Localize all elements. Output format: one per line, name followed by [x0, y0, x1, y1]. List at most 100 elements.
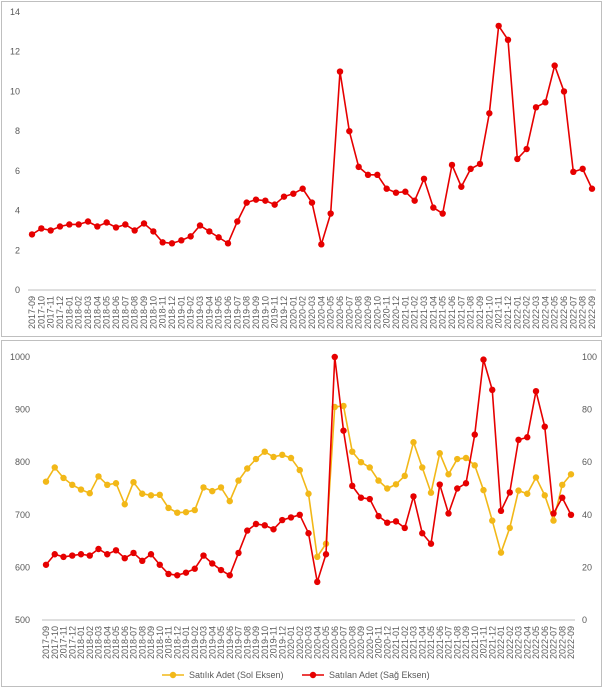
x-tick-label: 2019-11: [270, 296, 280, 328]
x-tick-label: 2017-11: [59, 626, 69, 658]
x-tick-label: 2019-07: [234, 626, 244, 659]
data-point: [532, 104, 540, 111]
x-tick-label: 2020-05: [321, 626, 331, 659]
x-tick-label: 2022-02: [522, 296, 532, 329]
x-tick-label: 2020-02: [298, 296, 308, 329]
data-point: [355, 163, 362, 171]
data-point: [112, 547, 120, 554]
x-tick-label: 2020-10: [365, 626, 375, 659]
data-point: [567, 471, 575, 478]
data-point: [235, 549, 242, 557]
x-tick-label: 2020-04: [316, 296, 326, 329]
legend-item: Satılık Adet (Sol Eksen): [162, 670, 284, 680]
data-point: [366, 495, 373, 503]
x-tick-label: 2018-06: [111, 296, 121, 329]
legend: Satılık Adet (Sol Eksen) Satılan Adet (Sa…: [162, 670, 430, 680]
y-right-tick-label: 100: [582, 352, 597, 362]
data-point: [541, 492, 548, 499]
data-point: [436, 481, 443, 488]
data-point: [419, 530, 426, 537]
data-point: [357, 459, 365, 466]
y-tick-label: 8: [15, 126, 20, 136]
x-tick-label: 2021-07: [456, 296, 466, 329]
y-right-tick-label: 60: [582, 457, 592, 467]
x-tick-label: 2021-01: [391, 626, 401, 659]
data-point: [174, 572, 181, 579]
data-point: [314, 578, 321, 586]
x-tick-label: 2019-01: [181, 626, 191, 659]
data-point: [206, 228, 213, 235]
data-point: [28, 231, 36, 238]
data-point: [318, 241, 325, 248]
data-point: [261, 448, 268, 455]
x-tick-label: 2021-05: [438, 296, 448, 329]
data-point: [419, 464, 426, 471]
x-tick-label: 2018-07: [120, 296, 130, 329]
bottom-chart-panel: 500 600 700 800 900 1000 0 20 40 60 80 100 2017-09 20…: [1, 340, 602, 687]
data-point: [290, 190, 297, 197]
data-point: [104, 481, 111, 489]
data-point: [234, 218, 241, 225]
data-point: [122, 221, 129, 228]
data-point: [296, 466, 303, 474]
x-tick-label: 2018-02: [85, 626, 95, 659]
x-tick-label: 2019-06: [223, 296, 233, 329]
data-point: [51, 551, 58, 558]
x-tick-label: 2018-11: [164, 626, 174, 658]
data-point: [104, 551, 111, 558]
x-tick-label: 2020-08: [354, 296, 364, 329]
data-point: [471, 462, 478, 469]
legend-label: Satılan Adet (Sağ Eksen): [329, 670, 430, 680]
x-tick-label: 2020-01: [288, 296, 298, 329]
x-tick-label: 2022-01: [512, 296, 522, 329]
data-point: [476, 160, 484, 168]
top-chart-panel: 0 2 4 6 8 10 12 14 2017-09 2017-10 2017-11 2017-12 2…: [1, 1, 602, 337]
legend-swatch-marker: [309, 671, 317, 679]
data-point: [140, 220, 148, 227]
data-point: [489, 517, 496, 524]
data-point: [430, 204, 437, 211]
x-tick-label: 2021-01: [400, 296, 410, 329]
x-tick-label: 2019-03: [195, 296, 205, 329]
data-point: [244, 527, 251, 534]
data-point: [279, 516, 286, 524]
data-point: [235, 477, 242, 484]
data-point: [402, 188, 409, 195]
data-point: [420, 175, 428, 182]
data-point: [209, 487, 216, 495]
x-tick-label: 2020-04: [312, 626, 322, 659]
data-point: [75, 221, 82, 228]
data-point: [570, 168, 577, 176]
data-point: [392, 518, 400, 525]
x-tick-label: 2021-11: [494, 296, 504, 328]
x-tick-label: 2021-03: [409, 626, 419, 659]
x-tick-label: 2019-04: [207, 626, 217, 659]
data-point: [86, 490, 93, 497]
x-tick-label: 2019-01: [176, 296, 186, 329]
x-tick-label: 2021-04: [417, 626, 427, 659]
x-tick-label: 2019-09: [251, 296, 261, 329]
y-tick-label: 4: [15, 206, 20, 216]
x-tick-label: 2022-05: [531, 626, 541, 659]
data-point: [196, 222, 204, 229]
data-point: [454, 485, 461, 492]
data-point: [217, 484, 225, 491]
data-point: [84, 218, 92, 225]
data-point: [550, 510, 557, 517]
data-point: [523, 145, 530, 153]
data-point: [454, 455, 461, 463]
data-point: [366, 464, 373, 471]
data-point: [384, 519, 391, 526]
x-tick-label: 2020-02: [295, 626, 305, 659]
legend-swatch-marker: [169, 671, 177, 679]
x-tick-label: 2021-08: [466, 296, 476, 329]
x-tick-label: 2021-07: [444, 626, 454, 659]
data-point: [94, 223, 101, 230]
data-point: [200, 552, 207, 559]
x-tick-label: 2020-03: [307, 296, 317, 329]
y-right-tick-label: 80: [582, 405, 592, 415]
x-tick-label: 2022-03: [531, 296, 541, 329]
y-tick-label: 12: [10, 47, 20, 57]
data-point: [559, 481, 566, 489]
